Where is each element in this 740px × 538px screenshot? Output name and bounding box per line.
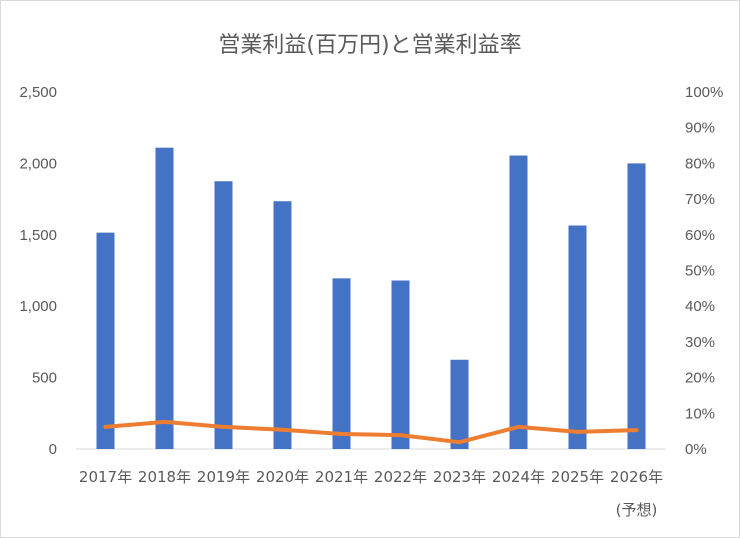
line-series [103,419,639,445]
line-point [221,424,226,429]
bar [155,147,174,449]
bar [96,232,115,449]
bar [568,225,587,449]
right-tick-label: 40% [685,298,715,315]
category-label: 2024年 [492,468,545,486]
bar [214,181,233,449]
right-tick-label: 100% [685,84,723,101]
line-path [103,419,639,445]
left-tick-label: 0 [49,441,57,458]
category-label: 2021年 [315,468,368,486]
bar [627,163,646,449]
right-tick-label: 20% [685,370,715,387]
left-tick-label: 1,500 [19,227,57,244]
bar [391,280,410,449]
category-label: 2018年 [138,468,191,486]
category-label: 2017年 [79,468,132,486]
line-point [280,427,285,432]
left-tick-label: 2,000 [19,155,57,172]
category-label: 2020年 [256,468,309,486]
category-label: 2025年 [551,468,604,486]
line-point [339,432,344,437]
left-tick-label: 2,500 [19,84,57,101]
category-note: (予想) [616,501,658,519]
bar [450,359,469,449]
category-axis: 2017年 2018年 2019年 2020年 2021年 2022年 2023年 2024年… [79,468,663,486]
right-tick-label: 30% [685,334,715,351]
category-label: 2023年 [433,468,486,486]
bar [509,155,528,449]
line-point [398,433,403,438]
right-tick-label: 60% [685,227,715,244]
line-point [162,419,167,424]
right-tick-label: 0% [685,441,707,458]
right-tick-label: 70% [685,191,715,208]
left-tick-label: 1,000 [19,298,57,315]
category-label: 2022年 [374,468,427,486]
right-tick-label: 10% [685,405,715,422]
right-axis: 0% 10% 20% 30% 40% 50% 60% 70% 80% 90% 100% [685,84,723,458]
bar-series [96,147,646,449]
line-point [103,424,108,429]
left-axis: 0 500 1,000 1,500 2,000 2,500 [19,84,57,458]
line-point [516,424,521,429]
line-point [575,429,580,434]
left-tick-label: 500 [32,370,57,387]
bar [332,278,351,449]
category-label: 2019年 [197,468,250,486]
line-point [634,428,639,433]
category-label: 2026年 [610,468,663,486]
right-tick-label: 90% [685,120,715,137]
chart-title: 営業利益(百万円)と営業利益率 [218,33,521,58]
right-tick-label: 80% [685,155,715,172]
right-tick-label: 50% [685,263,715,280]
bar [273,201,292,449]
line-point [457,440,462,445]
